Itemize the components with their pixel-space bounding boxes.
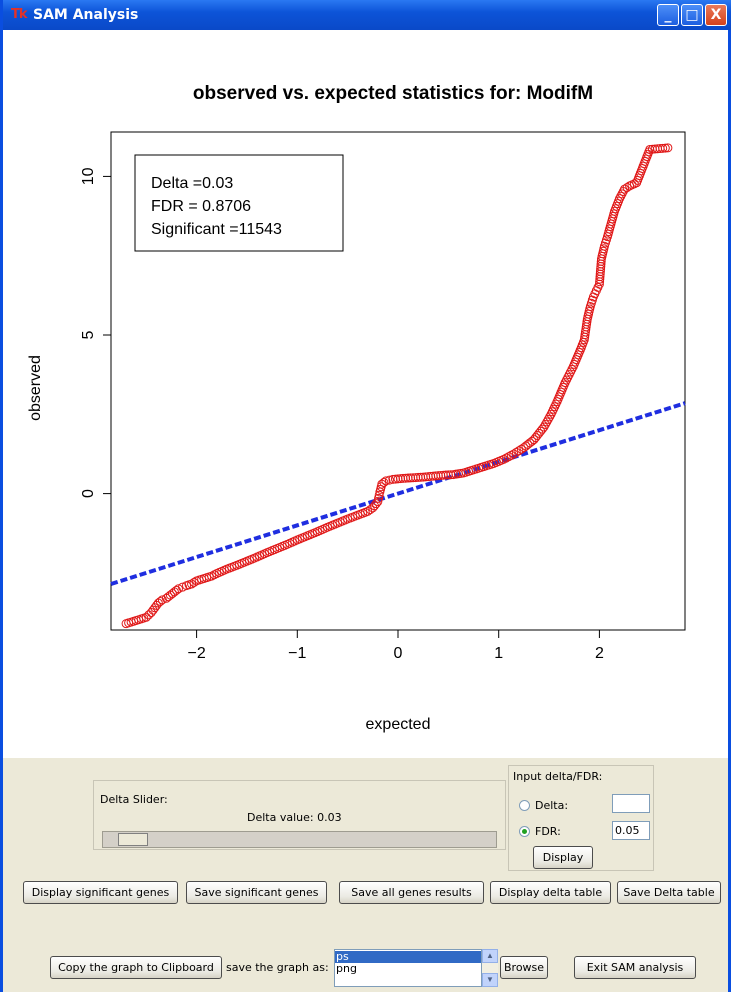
- data-point: [374, 493, 384, 503]
- data-point: [187, 579, 197, 589]
- display-button[interactable]: Display: [533, 846, 593, 869]
- data-point: [501, 453, 511, 463]
- delta-slider-group: Delta Slider: Delta value: 0.03: [93, 780, 506, 850]
- close-button[interactable]: X: [705, 4, 727, 26]
- scroll-up-icon[interactable]: ▲: [482, 949, 498, 963]
- fdr-input[interactable]: 0.05: [612, 821, 650, 840]
- graph-format-list[interactable]: ps png: [334, 949, 482, 987]
- minimize-button[interactable]: _: [657, 4, 679, 26]
- y-tick-label: 5: [80, 330, 97, 339]
- delta-value-text: Delta value: 0.03: [247, 811, 342, 824]
- x-axis: −2 −1 0 1 2: [187, 630, 604, 662]
- data-point: [509, 449, 519, 459]
- delta-slider[interactable]: [102, 831, 497, 848]
- x-tick-label: 2: [595, 645, 604, 662]
- legend-box: Delta =0.03 FDR = 0.8706 Significant =11…: [134, 154, 344, 252]
- data-point: [381, 476, 391, 486]
- data-point: [384, 475, 394, 485]
- delta-slider-thumb[interactable]: [118, 833, 149, 846]
- save-significant-genes-button[interactable]: Save significant genes: [186, 881, 327, 904]
- data-point: [141, 612, 151, 622]
- chart-title: observed vs. expected statistics for: Mo…: [193, 83, 593, 104]
- data-point: [504, 452, 514, 462]
- data-point: [177, 582, 187, 592]
- y-tick-label: 0: [80, 489, 97, 498]
- legend-fdr: FDR = 0.8706: [151, 198, 251, 215]
- window-title: SAM Analysis: [33, 7, 139, 23]
- fdr-radio-label: FDR:: [535, 825, 561, 838]
- maximize-icon: □: [685, 7, 699, 23]
- reference-line: [110, 401, 686, 586]
- close-icon: X: [710, 7, 722, 23]
- format-list-scrollbar[interactable]: ▲ ▼: [482, 949, 498, 987]
- data-point: [545, 412, 555, 422]
- data-point: [499, 454, 509, 464]
- plot-area: observed vs. expected statistics for: Mo…: [3, 30, 728, 758]
- input-delta-fdr-group: Input delta/FDR: Delta: FDR: 0.05 Displa…: [508, 765, 654, 871]
- y-axis: 0 5 10: [80, 167, 111, 498]
- format-option-ps[interactable]: ps: [335, 951, 481, 963]
- legend-significant: Significant =11543: [151, 221, 282, 238]
- save-graph-as-label: save the graph as:: [226, 961, 329, 974]
- copy-graph-to-clipboard-button[interactable]: Copy the graph to Clipboard: [50, 956, 222, 979]
- data-point: [660, 143, 670, 153]
- x-tick-label: 0: [394, 645, 403, 662]
- data-point: [511, 447, 521, 457]
- delta-input[interactable]: [612, 794, 650, 813]
- scroll-down-icon[interactable]: ▼: [482, 973, 498, 987]
- x-tick-label: −2: [187, 645, 205, 662]
- title-bar[interactable]: Tk SAM Analysis _ □ X: [3, 0, 731, 30]
- tk-app-icon: Tk: [11, 7, 27, 22]
- data-point: [615, 194, 625, 204]
- data-point: [540, 419, 550, 429]
- reference-line-segment: [110, 401, 686, 586]
- minimize-icon: _: [664, 7, 672, 23]
- x-tick-label: 1: [494, 645, 503, 662]
- data-point: [617, 189, 627, 199]
- data-point: [371, 499, 381, 509]
- save-all-genes-results-button[interactable]: Save all genes results: [339, 881, 484, 904]
- control-panel: Delta Slider: Delta value: 0.03 Input de…: [3, 758, 728, 992]
- data-point: [663, 143, 673, 153]
- data-point: [514, 446, 524, 456]
- x-tick-label: −1: [288, 645, 306, 662]
- data-point: [374, 490, 384, 500]
- delta-radio[interactable]: [519, 800, 530, 811]
- display-significant-genes-button[interactable]: Display significant genes: [23, 881, 178, 904]
- data-point: [506, 450, 516, 460]
- format-option-png[interactable]: png: [336, 962, 357, 975]
- browse-button[interactable]: Browse: [500, 956, 548, 979]
- exit-sam-analysis-button[interactable]: Exit SAM analysis: [574, 956, 696, 979]
- data-point: [189, 577, 199, 587]
- fdr-radio[interactable]: [519, 826, 530, 837]
- data-point: [516, 444, 526, 454]
- save-delta-table-button[interactable]: Save Delta table: [617, 881, 721, 904]
- data-point: [537, 424, 547, 434]
- data-point: [173, 584, 183, 594]
- data-point: [542, 417, 552, 427]
- data-point: [620, 184, 630, 194]
- data-point: [658, 143, 668, 153]
- display-delta-table-button[interactable]: Display delta table: [490, 881, 611, 904]
- x-axis-label: expected: [366, 716, 431, 733]
- maximize-button[interactable]: □: [681, 4, 703, 26]
- data-point: [373, 497, 383, 507]
- data-point: [543, 414, 553, 424]
- data-point: [622, 183, 632, 193]
- delta-radio-label: Delta:: [535, 799, 569, 812]
- y-tick-label: 10: [80, 167, 97, 185]
- data-points: [121, 143, 673, 629]
- legend-delta: Delta =0.03: [151, 175, 233, 192]
- delta-slider-label: Delta Slider:: [100, 793, 168, 806]
- y-axis-label: observed: [27, 355, 44, 421]
- data-point: [539, 422, 549, 432]
- data-point: [379, 478, 389, 488]
- data-point: [616, 191, 626, 201]
- scatter-plot: observed vs. expected statistics for: Mo…: [27, 83, 686, 733]
- input-delta-fdr-label: Input delta/FDR:: [513, 770, 603, 783]
